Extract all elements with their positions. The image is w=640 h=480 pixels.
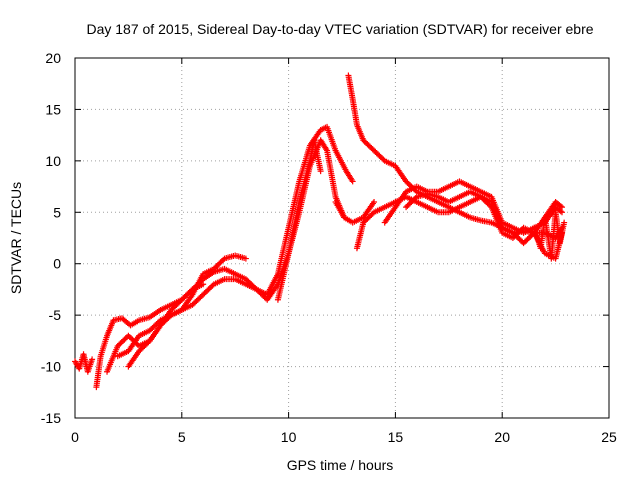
series-arc5 (125, 281, 207, 370)
series-arc7 (332, 199, 378, 226)
y-tick-label: 0 (53, 256, 61, 272)
x-tick-label: 0 (71, 429, 79, 445)
y-tick-label: -5 (49, 307, 62, 323)
y-tick-label: 5 (53, 204, 61, 220)
data-point (561, 219, 568, 226)
axis-ticks: 0 5 10 15 20 25 -15 -10 -5 0 5 10 15 20 (41, 50, 617, 445)
data-point (557, 208, 564, 215)
data-point (412, 195, 419, 202)
series-arc8 (345, 72, 566, 241)
data-point (89, 356, 96, 363)
series-arc12 (531, 209, 568, 262)
x-tick-label: 15 (388, 429, 404, 445)
data-point (209, 282, 216, 289)
data-point (371, 199, 378, 205)
x-tick-label: 10 (281, 429, 297, 445)
x-tick-label: 5 (178, 429, 186, 445)
series-arc4 (114, 252, 249, 360)
series-arc11 (403, 188, 566, 241)
data-point (242, 255, 249, 262)
data-point (559, 209, 566, 216)
data-point (557, 203, 564, 210)
data-point (487, 202, 494, 209)
data-point (317, 168, 324, 175)
x-axis-label: GPS time / hours (287, 457, 394, 473)
series-arc6 (274, 137, 324, 303)
y-axis-label: SDTVAR / TECUs (8, 182, 24, 294)
data-marks (72, 72, 568, 391)
x-tick-label: 25 (601, 429, 617, 445)
data-point (188, 287, 195, 294)
y-tick-label: 15 (45, 101, 61, 117)
data-point (559, 204, 566, 211)
plot-frame (74, 57, 610, 419)
y-tick-label: -15 (41, 410, 61, 426)
data-point (380, 156, 387, 163)
x-tick-label: 20 (494, 429, 510, 445)
data-point (349, 178, 356, 185)
data-point (220, 256, 227, 263)
series-arc1 (72, 351, 96, 375)
chart-title: Day 187 of 2015, Sidereal Day-to-day VTE… (86, 21, 593, 37)
data-point (369, 210, 376, 217)
y-tick-label: -10 (41, 359, 61, 375)
y-tick-label: 10 (45, 153, 61, 169)
series-arc3 (104, 137, 348, 375)
data-point (200, 281, 207, 288)
y-tick-label: 20 (45, 50, 61, 66)
grid (75, 58, 609, 418)
